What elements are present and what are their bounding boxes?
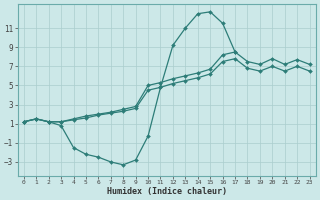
X-axis label: Humidex (Indice chaleur): Humidex (Indice chaleur)	[107, 187, 227, 196]
